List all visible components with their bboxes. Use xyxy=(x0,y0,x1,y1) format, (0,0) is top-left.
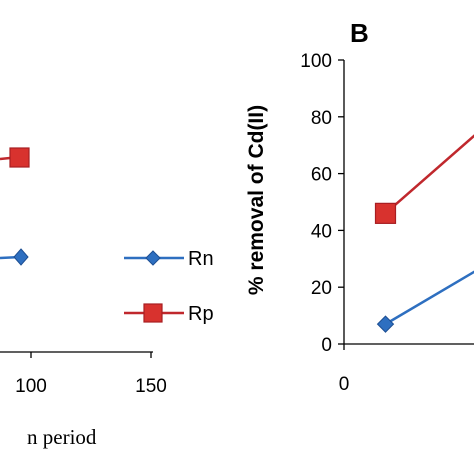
legend-rn-marker xyxy=(145,250,161,266)
panel-b-y-tick-label: 40 xyxy=(311,221,332,242)
panel-a: 100 150 n period Rn Rp xyxy=(0,147,214,449)
legend-rp-marker xyxy=(143,303,163,323)
legend: Rn Rp xyxy=(124,248,214,325)
panel-a-rp-line xyxy=(0,156,11,161)
panel-a-rp-point xyxy=(9,147,30,168)
panel-b-series xyxy=(374,134,474,333)
panel-a-x-axis-title: n period xyxy=(27,425,97,449)
panel-b-axes: 02040608010005 xyxy=(300,51,474,395)
panel-b-x-tick-label: 0 xyxy=(339,374,350,395)
legend-rp-label: Rp xyxy=(188,303,214,325)
panel-b-rn-line xyxy=(384,270,474,326)
panel-b-y-axis-title: % removal of Cd(II) xyxy=(245,105,268,295)
panel-b-y-tick-label: 0 xyxy=(321,335,332,356)
panel-b-rp-line xyxy=(384,134,474,215)
panel-b-y-tick-label: 60 xyxy=(311,165,332,186)
panel-a-x-tick-label: 100 xyxy=(15,376,47,397)
legend-rn-label: Rn xyxy=(188,248,214,270)
panel-b-y-tick-label: 20 xyxy=(311,278,332,299)
panel-a-x-tick-label: 150 xyxy=(135,376,167,397)
panel-b-rn-point xyxy=(376,315,395,333)
panel-b: B % removal of Cd(II) 02040608010005 xyxy=(245,18,474,395)
panel-b-label: B xyxy=(350,18,369,48)
panel-b-rp-point xyxy=(374,202,397,224)
panel-a-rn-point xyxy=(13,248,29,266)
panel-b-y-tick-label: 100 xyxy=(300,51,332,72)
panel-b-y-tick-label: 80 xyxy=(311,108,332,129)
